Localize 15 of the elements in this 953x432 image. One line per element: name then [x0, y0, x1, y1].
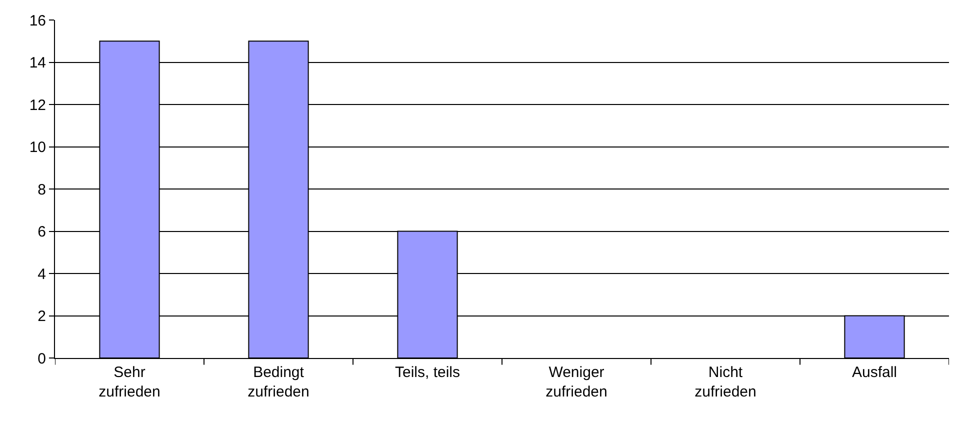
- y-tick-label: 0: [38, 350, 46, 368]
- x-tick-label: Bedingt zufrieden: [248, 364, 310, 400]
- y-tick-label: 10: [29, 139, 46, 156]
- x-tick-label: Sehr zufrieden: [98, 364, 160, 400]
- y-tick-label: 4: [38, 266, 46, 283]
- y-tick-label: 12: [29, 96, 46, 114]
- y-tick-label: 8: [38, 181, 46, 198]
- x-tick-label: Teils, teils: [394, 364, 460, 381]
- y-tick-label: 2: [38, 308, 46, 325]
- y-tick-label: 16: [29, 12, 46, 30]
- x-tick-label: Ausfall: [852, 364, 898, 381]
- y-tick-label: 14: [29, 54, 46, 72]
- y-tick-label: 6: [38, 224, 46, 240]
- x-tick-label: Nicht zufrieden: [694, 364, 756, 400]
- x-tick-label: Weniger zufrieden: [546, 364, 608, 400]
